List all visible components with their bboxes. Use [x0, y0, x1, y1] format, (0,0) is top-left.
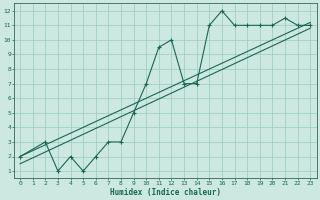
X-axis label: Humidex (Indice chaleur): Humidex (Indice chaleur): [110, 188, 220, 197]
